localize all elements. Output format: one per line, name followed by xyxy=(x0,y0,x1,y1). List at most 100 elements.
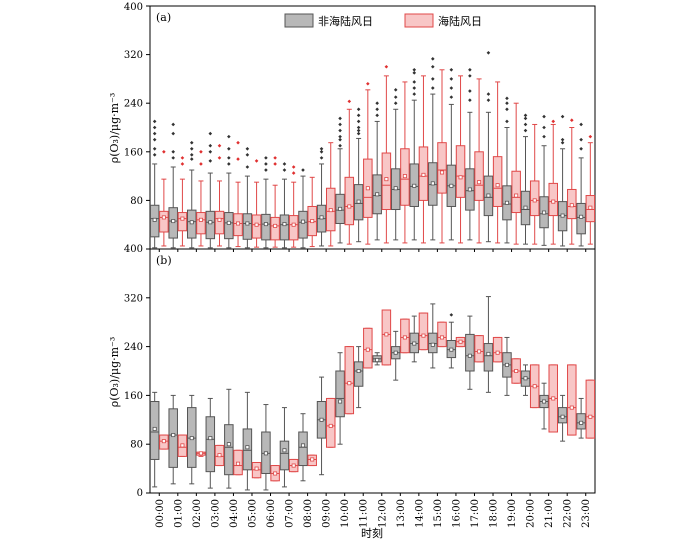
box-non-sea-breeze-20:00 xyxy=(520,364,531,396)
outlier-point xyxy=(152,131,157,136)
box-sea-breeze-05:00 xyxy=(251,462,262,479)
box-non-sea-breeze-08:00 xyxy=(298,413,308,482)
box-non-sea-breeze-17:00 xyxy=(465,67,475,241)
outlier-point xyxy=(486,98,491,102)
mean-marker xyxy=(375,192,380,197)
mean-marker xyxy=(208,436,213,441)
iqr-box xyxy=(492,336,503,363)
outlier-point xyxy=(236,157,240,161)
mean-marker xyxy=(152,217,157,222)
outlier-point xyxy=(254,159,259,163)
outlier-point xyxy=(412,86,417,90)
mean-marker xyxy=(254,466,259,471)
mean-marker xyxy=(365,347,370,352)
mean-marker xyxy=(486,351,491,356)
x-tick-label: 06:00 xyxy=(266,499,277,528)
iqr-box xyxy=(242,428,253,471)
mean-marker xyxy=(180,216,185,221)
iqr-box xyxy=(474,335,484,363)
outlier-point xyxy=(338,128,342,133)
mean-marker xyxy=(421,333,426,338)
outlier-point xyxy=(375,101,379,105)
outlier-point xyxy=(227,134,231,139)
plot-frame xyxy=(149,248,596,494)
box-sea-breeze-16:00 xyxy=(455,75,466,244)
mean-marker xyxy=(412,341,417,346)
box-sea-breeze-11:00 xyxy=(363,81,373,245)
outlier-point xyxy=(579,122,583,127)
outlier-point xyxy=(468,89,472,93)
outlier-point xyxy=(560,114,565,119)
outlier-point xyxy=(236,140,240,145)
box-non-sea-breeze-01:00 xyxy=(168,394,178,485)
iqr-box xyxy=(548,182,558,217)
box-sea-breeze-19:00 xyxy=(511,358,521,384)
box-sea-breeze-10:00 xyxy=(344,346,355,415)
y-tick-label: 160 xyxy=(124,147,143,158)
outlier-point xyxy=(486,50,491,55)
box-non-sea-breeze-17:00 xyxy=(465,315,475,390)
outlier-point xyxy=(180,162,185,166)
box-sea-breeze-12:00 xyxy=(381,64,392,244)
x-axis-label: 时刻 xyxy=(361,526,383,540)
outlier-point xyxy=(366,81,370,86)
box-non-sea-breeze-06:00 xyxy=(261,404,271,491)
mean-marker xyxy=(495,350,500,355)
iqr-box xyxy=(465,333,475,372)
outlier-point xyxy=(301,168,305,172)
mean-marker xyxy=(542,210,547,215)
mean-marker xyxy=(449,183,454,188)
outlier-point xyxy=(217,156,222,160)
box-non-sea-breeze-00:00 xyxy=(149,391,160,488)
box-sea-breeze-18:00 xyxy=(492,336,503,363)
mean-marker xyxy=(393,186,398,191)
box-non-sea-breeze-14:00 xyxy=(409,67,420,241)
outlier-point xyxy=(356,128,361,133)
iqr-box xyxy=(279,214,290,241)
box-sea-breeze-23:00 xyxy=(585,134,596,245)
iqr-box xyxy=(567,364,577,436)
mean-marker xyxy=(523,205,528,210)
box-sea-breeze-17:00 xyxy=(474,335,484,363)
outlier-point xyxy=(152,119,157,124)
iqr-box xyxy=(205,416,216,473)
box-non-sea-breeze-02:00 xyxy=(187,140,197,249)
box-non-sea-breeze-10:00 xyxy=(335,116,345,244)
box-non-sea-breeze-18:00 xyxy=(483,50,494,243)
outlier-point xyxy=(430,64,435,69)
outlier-point xyxy=(347,99,352,104)
box-sea-breeze-14:00 xyxy=(418,312,429,351)
mean-marker xyxy=(588,414,593,419)
box-sea-breeze-22:00 xyxy=(567,118,577,245)
x-tick-label: 19:00 xyxy=(507,499,518,528)
mean-marker xyxy=(208,220,213,225)
outlier-point xyxy=(523,116,528,121)
box-sea-breeze-13:00 xyxy=(400,318,410,354)
mean-marker xyxy=(245,445,250,450)
x-tick-label: 05:00 xyxy=(247,499,258,528)
box-sea-breeze-19:00 xyxy=(511,102,521,245)
mean-marker xyxy=(245,221,250,226)
iqr-box xyxy=(455,145,466,198)
y-axis-label-a: ρ(O₃)/μg·m⁻³ xyxy=(108,93,121,164)
mean-marker xyxy=(449,347,454,352)
outlier-point xyxy=(430,77,435,81)
outlier-point xyxy=(291,171,296,175)
box-sea-breeze-21:00 xyxy=(548,364,558,433)
outlier-point xyxy=(356,113,361,118)
box-non-sea-breeze-05:00 xyxy=(242,391,253,491)
iqr-box xyxy=(205,210,216,240)
mean-marker xyxy=(439,335,444,340)
mean-marker xyxy=(338,206,343,211)
mean-marker xyxy=(560,414,565,419)
outlier-point xyxy=(588,134,593,139)
outlier-point xyxy=(208,131,213,136)
outlier-point xyxy=(579,146,583,151)
outlier-point xyxy=(152,137,157,142)
mean-marker xyxy=(523,376,528,381)
outlier-point xyxy=(227,146,231,151)
iqr-box xyxy=(261,213,271,241)
mean-marker xyxy=(402,174,407,179)
iqr-box xyxy=(279,440,290,471)
